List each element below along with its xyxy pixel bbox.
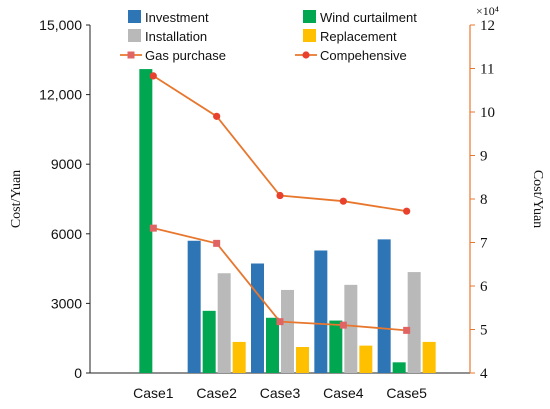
legend-swatch-installation — [128, 29, 141, 42]
right-axis-title: Cost/Yuan — [530, 170, 545, 228]
right-tick-label: 10 — [480, 105, 495, 121]
point-gas-purchase — [149, 224, 157, 232]
category-label: Case4 — [323, 385, 364, 401]
bar-installation — [217, 273, 231, 373]
point-gas-purchase — [339, 321, 347, 329]
point-compehensive — [339, 197, 347, 205]
point-compehensive — [213, 112, 221, 120]
legend-swatch-wind-curtailment — [303, 10, 316, 23]
point-compehensive — [276, 191, 284, 200]
line-compehensive — [152, 75, 407, 213]
bar-replacement — [296, 347, 309, 373]
bar-wind-curtailment — [392, 362, 406, 373]
left-tick-label: 12,000 — [39, 87, 82, 103]
point-compehensive — [403, 207, 411, 215]
bar-replacement — [359, 345, 373, 373]
bar-investment — [314, 250, 328, 373]
bar-installation — [407, 272, 421, 373]
point-gas-purchase — [403, 326, 411, 334]
bar-investment — [377, 239, 391, 373]
bar-installation — [281, 289, 294, 373]
bar-replacement — [232, 341, 246, 373]
legend-label-installation: Installation — [145, 29, 207, 44]
legend-marker-compehensive — [302, 51, 310, 59]
legend-swatch-replacement — [303, 29, 316, 42]
category-label: Case5 — [386, 385, 427, 401]
left-tick-label: 6000 — [51, 226, 82, 242]
point-gas-purchase — [213, 239, 221, 247]
left-axis-title: Cost/Yuan — [9, 170, 24, 228]
legend-label-gas-purchase: Gas purchase — [145, 48, 226, 63]
category-label: Case2 — [196, 385, 237, 401]
bar-wind-curtailment — [202, 310, 216, 373]
bar-wind-curtailment — [139, 69, 153, 373]
left-tick-label: 9000 — [51, 156, 82, 172]
right-tick-label: 7 — [480, 236, 488, 252]
left-tick-label: 0 — [74, 365, 82, 381]
legend-label-investment: Investment — [145, 10, 209, 25]
bar-replacement — [422, 341, 436, 373]
left-tick-label: 3000 — [51, 295, 82, 311]
legend-label-wind-curtailment: Wind curtailment — [320, 10, 417, 25]
legend-marker-gas-purchase — [127, 51, 135, 59]
category-label: Case3 — [260, 385, 301, 401]
legend-swatch-investment — [128, 10, 141, 23]
legend-label-replacement: Replacement — [320, 29, 397, 44]
right-tick-label: 11 — [480, 62, 494, 78]
right-tick-label: 9 — [480, 149, 488, 165]
right-tick-label: 5 — [480, 323, 488, 339]
right-tick-label: 4 — [480, 366, 488, 382]
category-label: Case1 — [133, 385, 174, 401]
point-compehensive — [149, 72, 157, 80]
bar-installation — [344, 284, 358, 373]
legend-label-compehensive: Compehensive — [320, 48, 407, 63]
right-tick-label: 8 — [480, 192, 488, 208]
right-axis-exponent: ×10⁴ — [476, 4, 499, 18]
bar-wind-curtailment — [329, 320, 343, 373]
point-gas-purchase — [276, 318, 284, 326]
bar-investment — [251, 263, 264, 373]
left-tick-label: 15,000 — [39, 17, 82, 33]
right-tick-label: 6 — [480, 279, 488, 295]
bar-investment — [187, 240, 201, 373]
right-tick-label: 12 — [480, 18, 495, 34]
bar-wind-curtailment — [266, 317, 279, 373]
